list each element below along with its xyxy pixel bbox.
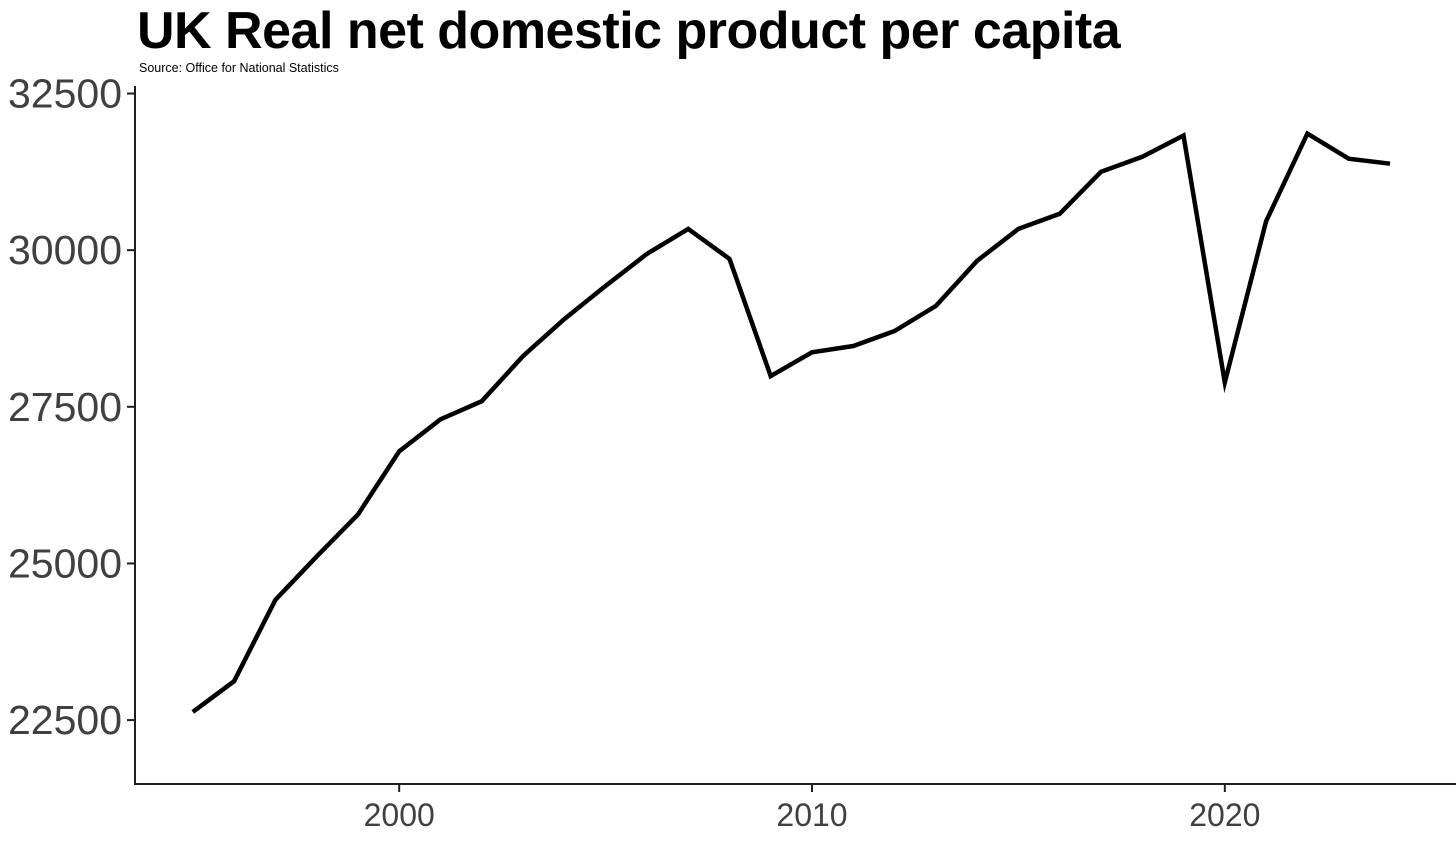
y-tick-label: 30000 [8, 227, 122, 273]
y-tick-label: 25000 [8, 540, 122, 586]
x-tick-label: 2020 [1189, 797, 1260, 833]
y-tick-label: 27500 [8, 384, 122, 430]
chart-subtitle: Source: Office for National Statistics [139, 61, 339, 75]
x-tick-label: 2000 [364, 797, 435, 833]
chart-title: UK Real net domestic product per capita [137, 2, 1121, 60]
x-tick-label: 2010 [776, 797, 847, 833]
data-line [191, 130, 1391, 714]
y-tick-label: 32500 [8, 71, 122, 117]
y-tick-label: 22500 [8, 697, 122, 743]
